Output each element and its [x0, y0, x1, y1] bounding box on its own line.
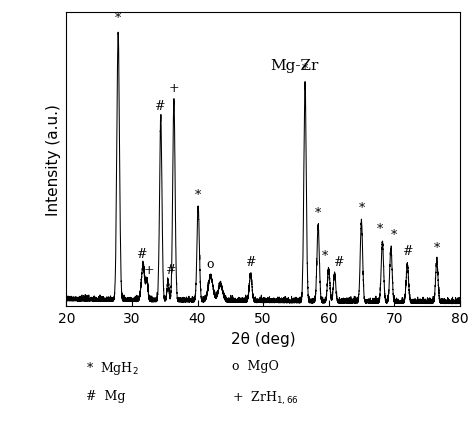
- Text: *: *: [322, 250, 328, 262]
- Text: *: *: [315, 207, 321, 220]
- Text: *: *: [195, 188, 201, 201]
- Text: *: *: [391, 228, 397, 241]
- Text: *: *: [358, 201, 365, 215]
- Text: o: o: [207, 258, 214, 271]
- Text: +: +: [144, 263, 155, 276]
- X-axis label: 2θ (deg): 2θ (deg): [231, 331, 295, 346]
- Text: #: #: [164, 263, 175, 276]
- Text: *: *: [434, 242, 440, 254]
- Text: *: *: [115, 12, 121, 25]
- Text: Mg-Zr: Mg-Zr: [270, 59, 319, 73]
- Text: #: #: [246, 255, 256, 268]
- Text: o  MgO: o MgO: [232, 360, 278, 372]
- Text: #  Mg: # Mg: [86, 389, 126, 402]
- Y-axis label: Intensity (a.u.): Intensity (a.u.): [46, 104, 61, 215]
- Text: #: #: [402, 244, 412, 257]
- Text: #: #: [136, 247, 146, 260]
- Text: *  MgH$_2$: * MgH$_2$: [86, 360, 139, 376]
- Text: *: *: [302, 63, 308, 76]
- Text: +: +: [169, 81, 179, 95]
- Text: +  ZrH$_{1,66}$: + ZrH$_{1,66}$: [232, 389, 298, 406]
- Text: *: *: [377, 223, 383, 236]
- Text: #: #: [154, 100, 165, 113]
- Text: #: #: [333, 255, 343, 268]
